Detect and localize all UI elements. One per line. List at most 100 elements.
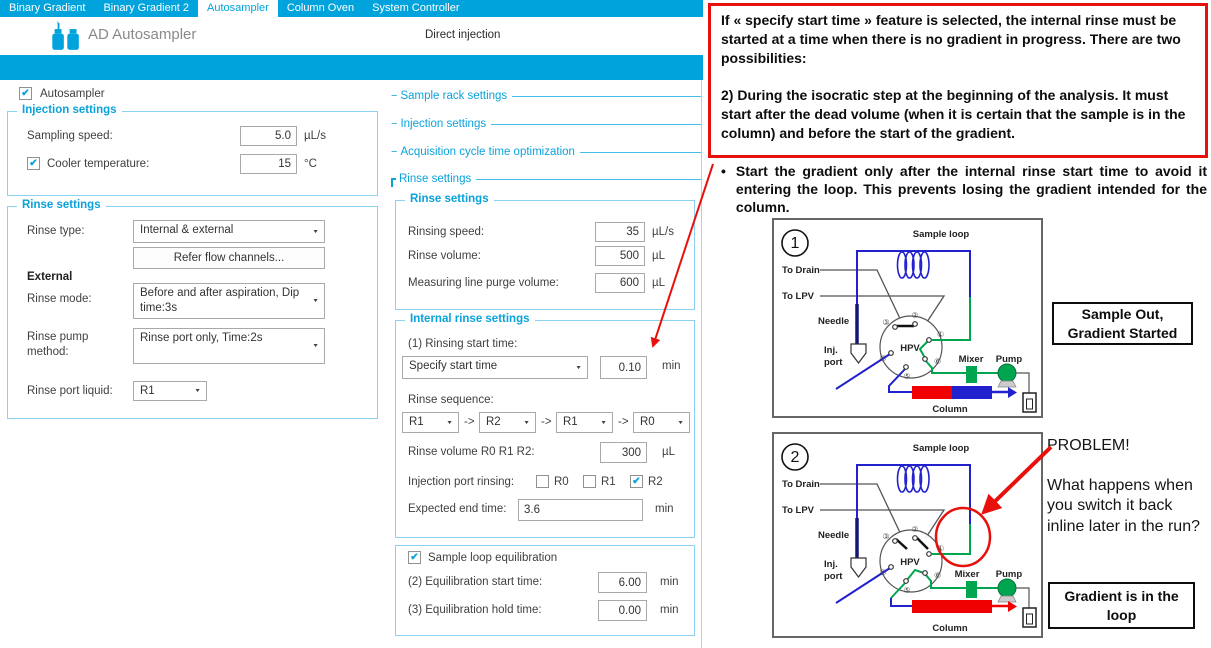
sequence-separator: ->	[464, 416, 475, 428]
tab-binary-gradient-2[interactable]: Binary Gradient 2	[103, 2, 190, 14]
rinsing-start-time-mode-dropdown[interactable]: Specify start time ▼	[402, 356, 588, 379]
expected-end-time-input[interactable]: 3.6	[518, 499, 643, 521]
tab-column-oven[interactable]: Column Oven	[286, 2, 355, 14]
inj-port-label: port	[824, 357, 843, 368]
port-6-label: ⑥	[934, 571, 941, 580]
measuring-line-purge-input[interactable]: 600	[595, 273, 645, 293]
sample-out-callout: Sample Out, Gradient Started	[1052, 302, 1193, 345]
dropdown-arrow-icon: ▼	[446, 419, 453, 426]
sample-loop-equilibration-checkbox[interactable]: ✔	[408, 551, 421, 564]
bullet-icon: •	[721, 163, 726, 179]
checkmark-icon: ✔	[29, 158, 38, 169]
rinsing-start-time-input[interactable]: 0.10	[600, 356, 647, 379]
port-3-label: ③	[882, 318, 889, 327]
annotation-bullet: • Start the gradient only after the inte…	[721, 162, 1207, 217]
section-rule	[512, 96, 701, 97]
rinse-sequence-dropdown-2[interactable]: R2 ▼	[479, 412, 536, 433]
tab-system-controller[interactable]: System Controller	[372, 2, 460, 14]
equilibration-hold-input[interactable]: 0.00	[598, 600, 647, 621]
rinse-mode-dropdown[interactable]: Before and after aspiration, Dip time:3s…	[133, 283, 325, 319]
sample-loop-label: Sample loop	[913, 229, 970, 240]
sampling-speed-input[interactable]: 5.0	[240, 126, 297, 146]
to-drain-label: To Drain	[782, 479, 820, 490]
port-rinsing-r0-checkbox[interactable]	[536, 475, 549, 488]
diagram-number: 2	[791, 449, 800, 466]
valve-diagram-1: 1	[772, 218, 1043, 418]
annotation-red-box: If « specify start time » feature is sel…	[708, 3, 1208, 158]
injection-port-rinsing-label: Injection port rinsing:	[408, 476, 515, 488]
checkmark-icon: ✔	[21, 88, 30, 99]
tab-binary-gradient[interactable]: Binary Gradient	[9, 2, 86, 14]
problem-question: What happens when you switch it back inl…	[1047, 477, 1200, 535]
section-sample-rack-settings[interactable]: − Sample rack settings	[391, 89, 701, 103]
column-label: Column	[932, 623, 968, 634]
port-2-label: ②	[911, 311, 918, 320]
rinse-type-dropdown[interactable]: Internal & external ▼	[133, 220, 325, 243]
autosampler-checkbox[interactable]: ✔	[19, 87, 32, 100]
expected-end-time-unit: min	[655, 503, 674, 515]
rinse-pump-method-label: Rinse pump method:	[27, 331, 89, 359]
header-band	[0, 55, 703, 80]
equilibration-start-label: (2) Equilibration start time:	[408, 576, 543, 588]
rinse-volume-input[interactable]: 500	[595, 246, 645, 266]
rinse-port-liquid-dropdown[interactable]: R1 ▼	[133, 381, 207, 401]
equilibration-hold-label: (3) Equilibration hold time:	[408, 604, 542, 616]
rinsing-speed-input[interactable]: 35	[595, 222, 645, 242]
rinse-volume-r0r1r2-label: Rinse volume R0 R1 R2:	[408, 446, 535, 458]
equilibration-hold-unit: min	[660, 604, 679, 616]
dropdown-arrow-icon: ▼	[575, 364, 582, 371]
problem-title: PROBLEM!	[1047, 437, 1130, 454]
section-rule	[476, 179, 701, 180]
tab-autosampler[interactable]: Autosampler	[198, 0, 278, 17]
sequence-separator: ->	[618, 416, 629, 428]
section-rinse-settings[interactable]: Rinse settings	[391, 172, 701, 187]
annotation-bullet-text: Start the gradient only after the intern…	[735, 163, 1207, 216]
internal-rinse-settings-title: Internal rinse settings	[405, 313, 535, 325]
expected-end-time-label: Expected end time:	[408, 503, 507, 515]
section-injection-settings[interactable]: − Injection settings	[391, 117, 701, 131]
refer-flow-channels-button[interactable]: Refer flow channels...	[133, 247, 325, 269]
equilibration-start-input[interactable]: 6.00	[598, 572, 647, 593]
annotation-paragraph-1: If « specify start time » feature is sel…	[721, 12, 1181, 66]
mixer-label: Mixer	[955, 569, 980, 580]
panel-divider	[701, 80, 702, 648]
needle-label: Needle	[818, 316, 849, 327]
to-lpv-label: To LPV	[782, 291, 815, 302]
port-rinsing-r1-checkbox[interactable]	[583, 475, 596, 488]
mixer-label: Mixer	[959, 354, 984, 365]
dropdown-arrow-icon: ▼	[677, 419, 684, 426]
autosampler-checkbox-label: Autosampler	[40, 88, 105, 100]
rinse-volume-r0r1r2-unit: µL	[662, 446, 676, 458]
sampling-speed-unit: µL/s	[304, 130, 326, 142]
cooler-temperature-checkbox[interactable]: ✔	[27, 157, 40, 170]
port-rinsing-r2-label: R2	[648, 476, 663, 488]
rinse-volume-unit: µL	[652, 250, 666, 262]
inj-port-label: port	[824, 571, 843, 582]
rinse-volume-r0r1r2-input[interactable]: 300	[600, 442, 647, 463]
rinse-sequence-dropdown-1[interactable]: R1 ▼	[402, 412, 459, 433]
expand-corner-icon	[391, 178, 396, 187]
page-title: AD Autosampler	[88, 26, 197, 43]
rinsing-start-time-label: (1) Rinsing start time:	[408, 338, 518, 350]
cooler-temperature-input[interactable]: 15	[240, 154, 297, 174]
column-label: Column	[932, 404, 968, 415]
hpv-label: HPV	[900, 343, 920, 354]
sample-loop-equilibration-label: Sample loop equilibration	[428, 552, 558, 564]
section-acquisition-cycle[interactable]: − Acquisition cycle time optimization	[391, 145, 701, 159]
sequence-separator: ->	[541, 416, 552, 428]
port-rinsing-r2-checkbox[interactable]: ✔	[630, 475, 643, 488]
port-3-label: ③	[882, 532, 889, 541]
rinse-sequence-dropdown-4[interactable]: R0 ▼	[633, 412, 690, 433]
rinse-pump-method-dropdown[interactable]: Rinse port only, Time:2s ▼	[133, 328, 325, 364]
port-1-label: ①	[937, 544, 944, 553]
checkmark-icon: ✔	[632, 476, 641, 487]
gradient-loop-callout: Gradient is in the loop	[1048, 582, 1195, 629]
dropdown-arrow-icon: ▼	[600, 419, 607, 426]
rinse-sequence-dropdown-3[interactable]: R1 ▼	[556, 412, 613, 433]
needle-label: Needle	[818, 530, 849, 541]
to-drain-label: To Drain	[782, 265, 820, 276]
to-lpv-label: To LPV	[782, 505, 815, 516]
autosampler-vials-icon	[52, 21, 79, 50]
inj-label: Inj.	[824, 559, 838, 570]
